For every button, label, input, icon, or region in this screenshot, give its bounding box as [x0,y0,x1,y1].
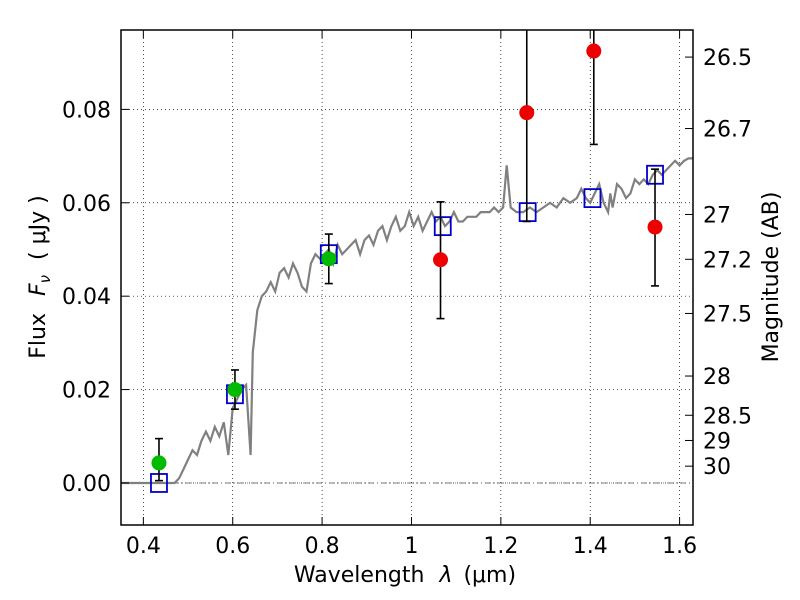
magnitude-axis-label: Magnitude (AB) [759,192,784,363]
y-axis-label-prefix: Flux [26,313,51,359]
x-tick-label: 0.4 [126,534,161,559]
template-spectrum-line [121,157,693,485]
magnitude-tick-label: 27 [703,203,731,228]
x-axis-label-unit: (μm) [463,563,516,588]
x-axis-label-symbol: λ [438,563,452,588]
plot-frame [120,29,694,526]
x-tick-label: 1 [404,534,418,559]
y-axis-label-unit: ( μJy ) [26,195,51,260]
y-axis-label: Flux Fν ( μJy ) [26,195,56,358]
detection-point [321,251,337,267]
model-photometry-square [433,216,452,237]
x-tick-label: 0.8 [305,534,340,559]
magnitude-tick-label: 27.2 [703,248,752,273]
y-tick-label: 0.04 [62,285,111,310]
y-axis-label-symbol: F [26,283,51,296]
y-tick-label: 0.00 [62,472,111,497]
data-layer [121,30,693,493]
upper-band-point [586,43,602,59]
magnitude-tick-label: 28.5 [703,404,752,429]
axes: 0.4 0.6 0.8 1 1.2 1.4 1.6 0.00 0.02 0.04 0.06 0.08 2… [62,30,752,559]
x-tick-label: 1.2 [483,534,518,559]
magnitude-tick-label: 30 [703,455,731,480]
magnitude-tick-label: 26.7 [703,118,752,143]
x-tick-label: 0.6 [215,534,250,559]
y-tick-label: 0.02 [62,379,111,404]
model-photometry-square [583,188,602,209]
upper-band-point [519,105,535,121]
magnitude-tick-label: 27.5 [703,302,752,327]
magnitude-tick-label: 29 [703,429,731,454]
x-axis-label: Wavelength λ (μm) [294,563,516,588]
upper-band-point [647,219,663,235]
x-tick-label: 1.6 [662,534,697,559]
x-tick-label: 1.4 [573,534,608,559]
grid [121,30,693,525]
y-axis-label-subscript: ν [36,275,54,283]
magnitude-tick-label: 26.5 [703,46,752,71]
detection-point [151,455,167,471]
upper-band-point [433,252,449,268]
y-tick-label: 0.08 [62,98,111,123]
x-axis-label-prefix: Wavelength [294,563,425,588]
detection-point [227,382,243,398]
y-tick-label: 0.06 [62,192,111,217]
magnitude-tick-label: 28 [703,365,731,390]
